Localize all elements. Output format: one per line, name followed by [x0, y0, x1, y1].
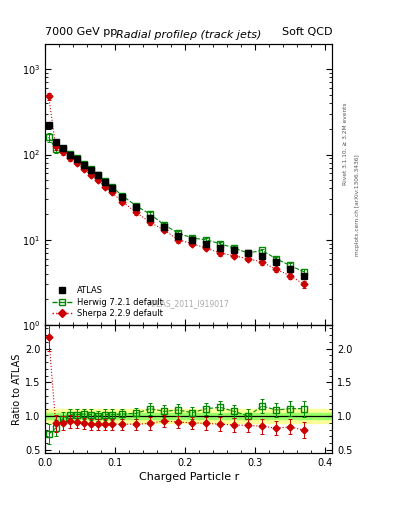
Text: Soft QCD: Soft QCD	[282, 27, 332, 37]
Text: 7000 GeV pp: 7000 GeV pp	[45, 27, 118, 37]
Title: Radial profileρ (track jets): Radial profileρ (track jets)	[116, 30, 261, 40]
X-axis label: Charged Particle r: Charged Particle r	[138, 472, 239, 482]
Legend: ATLAS, Herwig 7.2.1 default, Sherpa 2.2.9 default: ATLAS, Herwig 7.2.1 default, Sherpa 2.2.…	[50, 284, 165, 321]
Y-axis label: Ratio to ATLAS: Ratio to ATLAS	[12, 353, 22, 425]
Text: mcplots.cern.ch [arXiv:1306.3436]: mcplots.cern.ch [arXiv:1306.3436]	[355, 154, 360, 255]
Bar	[45, 413, 332, 419]
Bar	[45, 409, 332, 423]
Text: Rivet 3.1.10, ≥ 3.2M events: Rivet 3.1.10, ≥ 3.2M events	[343, 102, 347, 185]
Text: ATLAS_2011_I919017: ATLAS_2011_I919017	[148, 299, 230, 308]
